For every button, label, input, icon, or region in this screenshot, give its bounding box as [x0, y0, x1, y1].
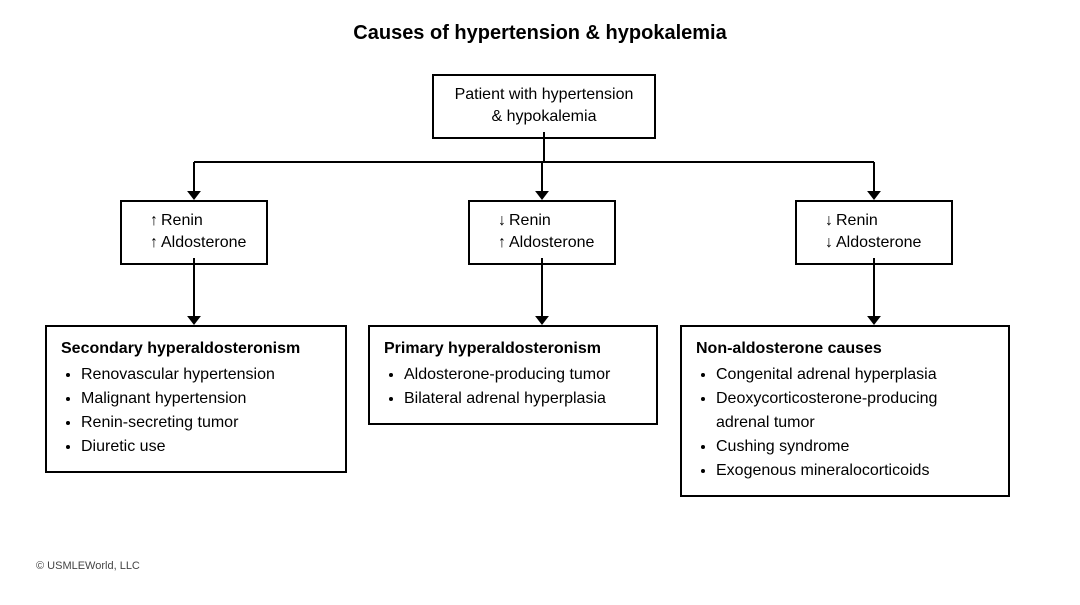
aldo-indicator-1: Aldosterone: [498, 232, 600, 254]
arrow-icon: Aldosterone: [825, 234, 921, 251]
root-node: Patient with hypertension & hypokalemia: [432, 74, 656, 139]
renin-indicator-1: Renin: [498, 210, 600, 232]
result-box-1: Primary hyperaldosteronism Aldosterone-p…: [368, 325, 658, 425]
aldo-indicator-2: Aldosterone: [825, 232, 937, 254]
result-list-1: Aldosterone-producing tumorBilateral adr…: [384, 363, 642, 411]
result-item: Exogenous mineralocorticoids: [716, 459, 994, 483]
arrow-icon: Renin: [498, 212, 551, 229]
renin-indicator-0: Renin: [150, 210, 252, 232]
result-list-0: Renovascular hypertensionMalignant hyper…: [61, 363, 331, 459]
result-item: Cushing syndrome: [716, 435, 994, 459]
result-heading-2: Non-aldosterone causes: [696, 337, 994, 361]
result-item: Congenital adrenal hyperplasia: [716, 363, 994, 387]
result-item: Aldosterone-producing tumor: [404, 363, 642, 387]
result-heading-0: Secondary hyperaldosteronism: [61, 337, 331, 361]
root-line1: Patient with hypertension: [448, 84, 640, 106]
arrow-icon: Renin: [150, 212, 203, 229]
arrow-icon: Aldosterone: [150, 234, 246, 251]
branch-box-2: Renin Aldosterone: [795, 200, 953, 265]
result-box-0: Secondary hyperaldosteronism Renovascula…: [45, 325, 347, 473]
aldo-indicator-0: Aldosterone: [150, 232, 252, 254]
branch-box-1: Renin Aldosterone: [468, 200, 616, 265]
copyright-text: © USMLEWorld, LLC: [36, 560, 140, 572]
diagram-canvas: Causes of hypertension & hypokalemia Pat…: [0, 0, 1080, 605]
result-list-2: Congenital adrenal hyperplasiaDeoxycorti…: [696, 363, 994, 483]
result-item: Deoxycorticosterone-producing adrenal tu…: [716, 387, 994, 435]
branch-box-0: Renin Aldosterone: [120, 200, 268, 265]
result-box-2: Non-aldosterone causes Congenital adrena…: [680, 325, 1010, 497]
result-item: Diuretic use: [81, 435, 331, 459]
arrow-icon: Renin: [825, 212, 878, 229]
result-heading-1: Primary hyperaldosteronism: [384, 337, 642, 361]
arrow-icon: Aldosterone: [498, 234, 594, 251]
result-item: Bilateral adrenal hyperplasia: [404, 387, 642, 411]
root-line2: & hypokalemia: [448, 106, 640, 128]
result-item: Malignant hypertension: [81, 387, 331, 411]
result-item: Renin-secreting tumor: [81, 411, 331, 435]
diagram-title: Causes of hypertension & hypokalemia: [0, 22, 1080, 45]
renin-indicator-2: Renin: [825, 210, 937, 232]
result-item: Renovascular hypertension: [81, 363, 331, 387]
